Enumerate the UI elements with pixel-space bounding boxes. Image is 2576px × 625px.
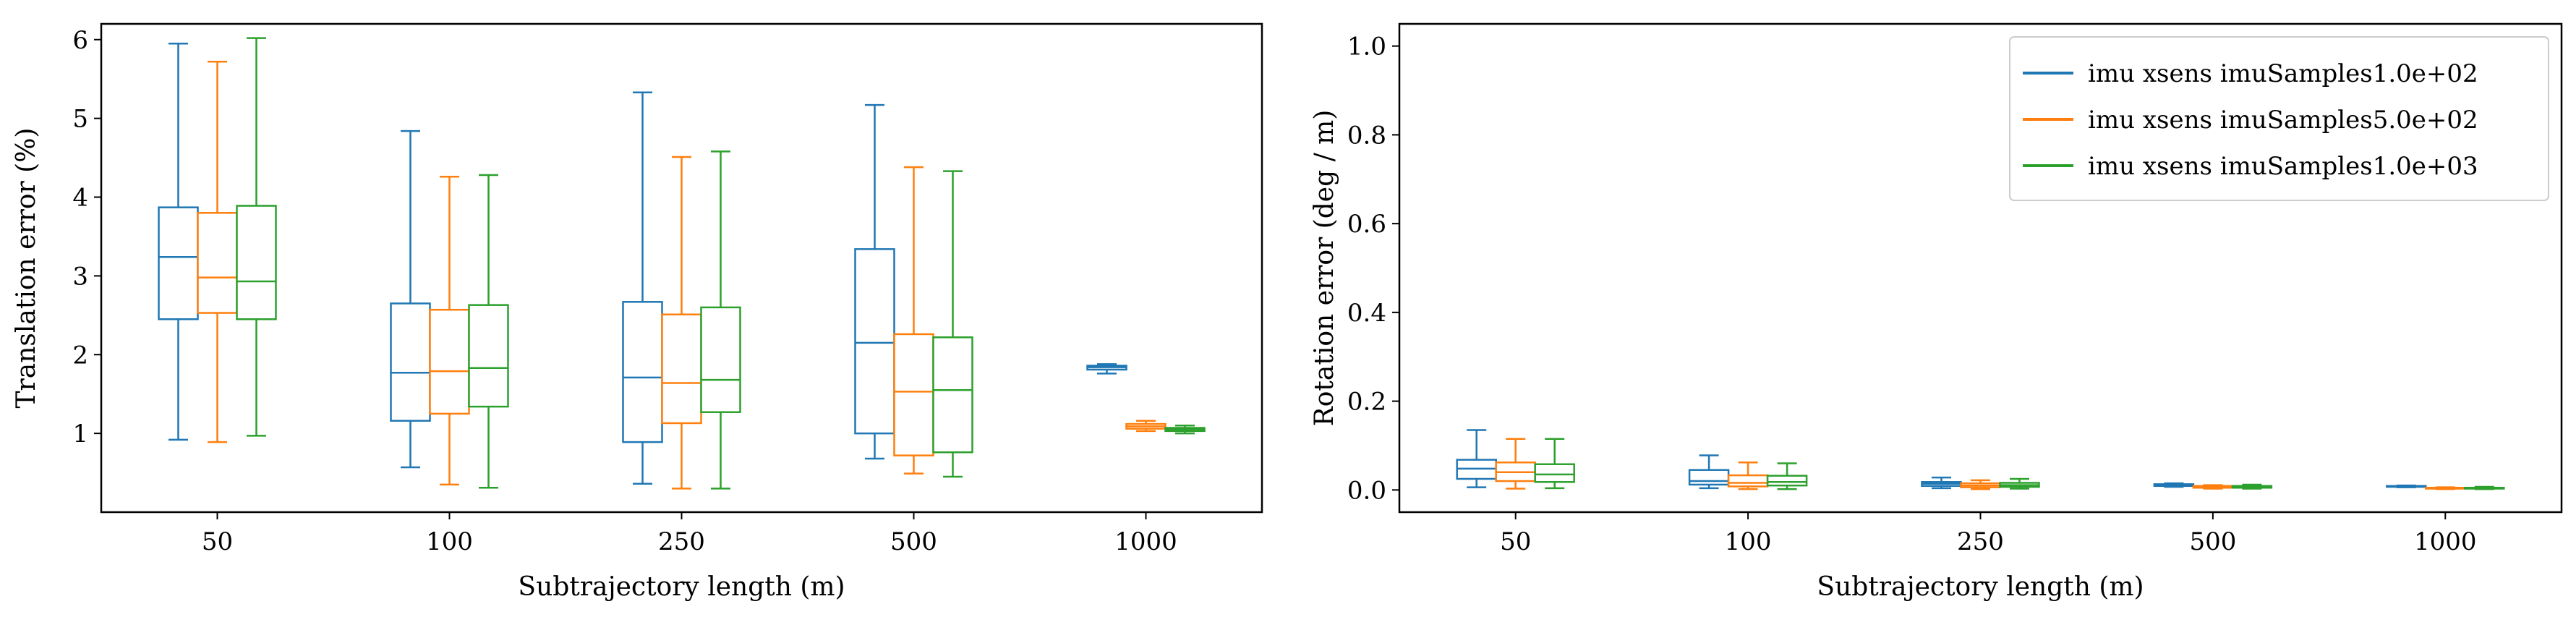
iqr-box [429,308,470,415]
rotation-ylabel: Rotation error (deg / m) [1310,110,1339,427]
rotation-xtick-label: 50 [1500,527,1531,556]
iqr-box [622,301,663,443]
translation-ytick-label: 1 [72,420,88,448]
translation-panel: 1 2 3 4 5 6 50 100 250 500 1000 Subtrajectory lengt… [12,22,1263,602]
translation-ytick-label: 2 [72,341,88,370]
rotation-ytick-label: 0.4 [1347,299,1386,328]
rotation-box-50-series-3 [1534,438,1575,490]
translation-ytick-label: 4 [72,184,88,213]
rotation-box-100-series-3 [1766,462,1808,490]
translation-xtick-label: 50 [202,527,233,556]
rotation-box-1000-series-2 [2425,486,2466,490]
rotation-box-500-series-2 [2192,484,2234,490]
rotation-xtick-label: 1000 [2414,527,2477,556]
legend-label: imu xsens imuSamples5.0e+02 [2088,106,2478,135]
rotation-xtick-label: 250 [1957,527,2004,556]
iqr-box [1688,469,1730,486]
iqr-box [661,313,702,425]
rotation-box-100-series-1 [1688,454,1730,490]
legend-frame [2009,36,2549,201]
rotation-box-500-series-1 [2153,482,2195,488]
iqr-box [158,206,199,320]
rotation-panel: 0.0 0.2 0.4 0.6 0.8 1.0 50 100 250 500 1000 Subtraj… [1310,22,2563,602]
iqr-box [197,212,238,314]
iqr-box [236,205,277,320]
translation-box-500-series-1 [854,103,895,460]
translation-box-250-series-1 [622,91,663,485]
iqr-box [1766,475,1808,487]
translation-box-1000-series-1 [1086,363,1127,375]
rotation-ytick-label: 0.8 [1347,121,1386,150]
rotation-box-50-series-1 [1456,429,1497,488]
rotation-box-500-series-3 [2231,483,2273,490]
translation-xtick-label: 1000 [1114,527,1177,556]
iqr-box [932,336,973,454]
rotation-box-250-series-1 [1921,476,1962,490]
legend: imu xsens imuSamples1.0e+02 imu xsens imu… [2009,36,2549,201]
translation-box-500-series-2 [893,166,934,475]
rotation-box-100-series-2 [1727,462,1769,490]
rotation-xlabel: Subtrajectory length (m) [1817,572,2144,602]
rotation-box-250-series-2 [1960,479,2001,490]
rotation-xtick-label: 100 [1725,527,1772,556]
translation-xtick-label: 100 [426,527,473,556]
iqr-box [893,333,934,456]
rotation-ytick-label: 0.6 [1347,210,1386,239]
translation-xlabel: Subtrajectory length (m) [518,572,845,602]
translation-xtick-label: 500 [890,527,937,556]
rotation-ytick-label: 1.0 [1347,33,1386,61]
translation-box-500-series-3 [932,170,973,478]
translation-box-250-series-2 [661,156,702,490]
translation-box-250-series-3 [700,150,741,490]
translation-ytick-label: 5 [72,105,88,134]
translation-box-100-series-2 [429,175,470,486]
translation-ytick-label: 6 [72,26,88,55]
legend-label: imu xsens imuSamples1.0e+02 [2088,59,2478,88]
iqr-box [700,306,741,413]
translation-ytick-label: 3 [72,262,88,291]
rotation-box-50-series-2 [1495,438,1536,490]
iqr-box [468,304,509,408]
rotation-ytick-label: 0.2 [1347,388,1386,417]
translation-xtick-label: 250 [658,527,705,556]
rotation-xtick-label: 500 [2189,527,2236,556]
translation-box-50-series-3 [236,37,277,437]
legend-label: imu xsens imuSamples1.0e+03 [2088,152,2478,181]
rotation-ytick-label: 0.0 [1347,476,1386,505]
translation-box-50-series-1 [158,42,199,441]
iqr-box [1727,474,1769,488]
translation-box-50-series-2 [197,61,238,443]
rotation-box-1000-series-1 [2386,484,2427,488]
rotation-box-1000-series-3 [2464,485,2505,490]
iqr-box [854,248,895,435]
translation-box-1000-series-3 [1164,424,1206,435]
translation-box-100-series-3 [468,174,509,489]
translation-box-1000-series-2 [1125,420,1167,433]
rotation-box-250-series-3 [1999,477,2040,490]
translation-box-100-series-1 [390,129,431,469]
translation-ylabel: Translation error (%) [12,128,41,409]
iqr-box [1534,463,1575,483]
iqr-box [390,302,431,422]
